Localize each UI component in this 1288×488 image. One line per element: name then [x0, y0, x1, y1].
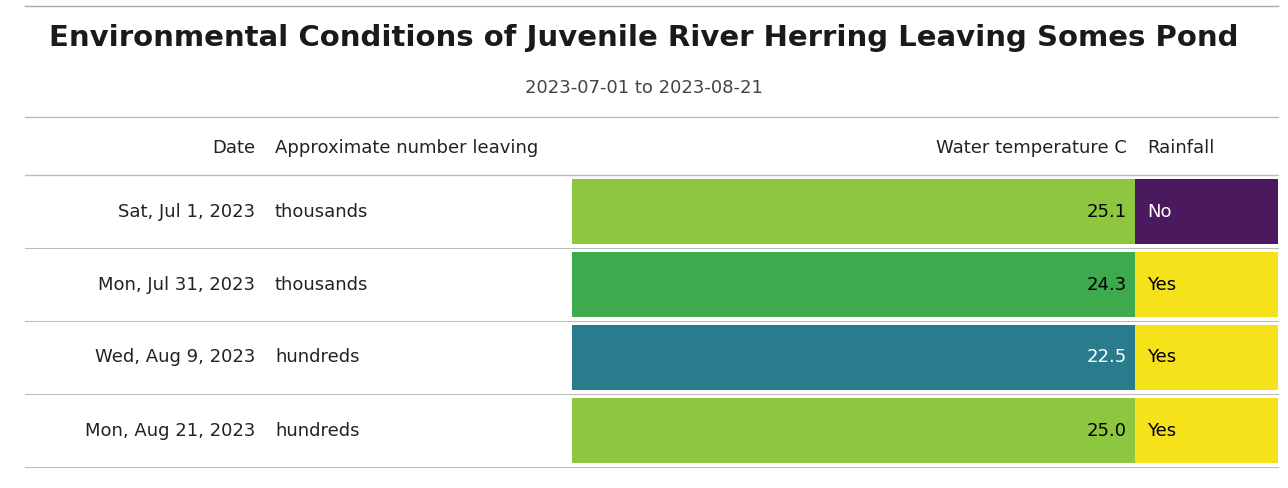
Text: Yes: Yes — [1148, 276, 1176, 293]
Text: hundreds: hundreds — [276, 422, 359, 440]
Bar — [572, 179, 1135, 244]
Text: Environmental Conditions of Juvenile River Herring Leaving Somes Pond: Environmental Conditions of Juvenile Riv… — [49, 24, 1239, 52]
Text: Mon, Aug 21, 2023: Mon, Aug 21, 2023 — [85, 422, 255, 440]
Text: 2023-07-01 to 2023-08-21: 2023-07-01 to 2023-08-21 — [526, 79, 762, 97]
Bar — [1135, 179, 1278, 244]
Text: Rainfall: Rainfall — [1148, 139, 1215, 157]
Text: 22.5: 22.5 — [1087, 348, 1127, 366]
Text: hundreds: hundreds — [276, 348, 359, 366]
Text: thousands: thousands — [276, 203, 368, 221]
Bar — [1135, 398, 1278, 463]
Text: Approximate number leaving: Approximate number leaving — [276, 139, 538, 157]
Bar — [1135, 252, 1278, 317]
Text: Sat, Jul 1, 2023: Sat, Jul 1, 2023 — [118, 203, 255, 221]
Text: 25.1: 25.1 — [1087, 203, 1127, 221]
Text: thousands: thousands — [276, 276, 368, 293]
Text: Yes: Yes — [1148, 422, 1176, 440]
Bar — [572, 398, 1135, 463]
Text: Mon, Jul 31, 2023: Mon, Jul 31, 2023 — [98, 276, 255, 293]
Text: 24.3: 24.3 — [1087, 276, 1127, 293]
Text: Water temperature C: Water temperature C — [936, 139, 1127, 157]
Text: Wed, Aug 9, 2023: Wed, Aug 9, 2023 — [94, 348, 255, 366]
Text: 25.0: 25.0 — [1087, 422, 1127, 440]
Bar — [1135, 325, 1278, 390]
Text: Date: Date — [211, 139, 255, 157]
Bar — [572, 325, 1135, 390]
Text: Yes: Yes — [1148, 348, 1176, 366]
Text: No: No — [1148, 203, 1172, 221]
Bar — [572, 252, 1135, 317]
